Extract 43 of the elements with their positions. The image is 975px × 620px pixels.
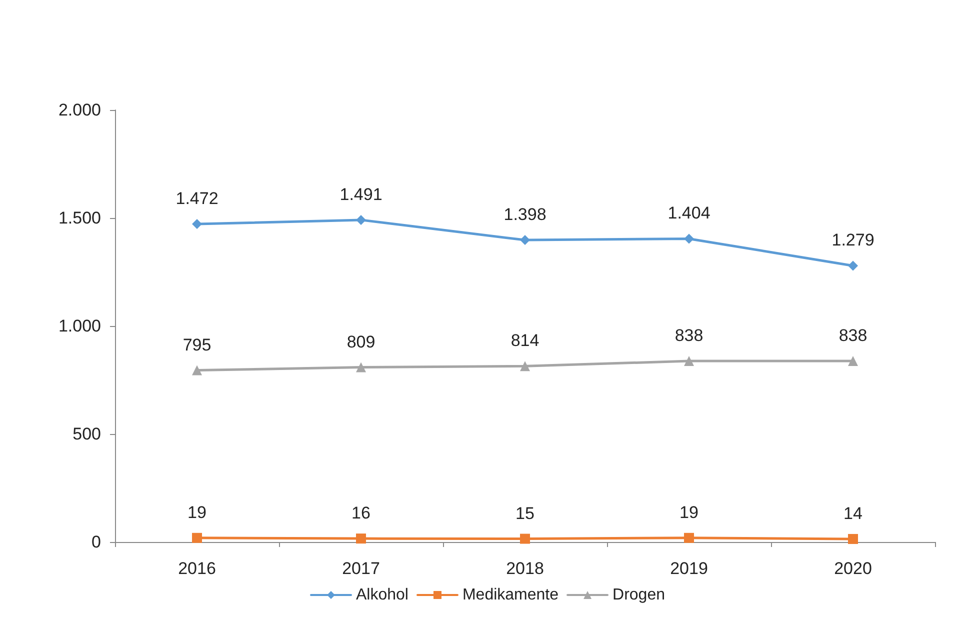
data-label: 1.404: [668, 204, 710, 223]
point: [684, 234, 694, 244]
x-tick-label: 2017: [342, 559, 380, 578]
point: [520, 235, 530, 246]
data-label: 1.472: [176, 189, 218, 208]
legend-label: Drogen: [612, 586, 666, 604]
data-label: 19: [188, 502, 206, 522]
x-tick-label: 2016: [178, 559, 216, 578]
point: [192, 219, 202, 230]
y-tick-label: 1.000: [58, 316, 101, 336]
data-label: 1.491: [340, 184, 382, 204]
y-tick-label: 2.000: [58, 100, 101, 120]
point: [192, 532, 202, 543]
y-tick-label: 1.500: [58, 208, 101, 228]
y-tick-label: 0: [92, 532, 101, 552]
data-label: 1.279: [832, 230, 874, 250]
point: [848, 534, 858, 544]
point: [848, 356, 858, 366]
point: [684, 356, 694, 366]
point: [356, 534, 366, 544]
legend-label: Alkohol: [356, 586, 408, 604]
data-label: 14: [844, 504, 862, 523]
point: [356, 214, 366, 225]
point: [356, 362, 366, 372]
point: [848, 260, 858, 271]
data-label: 15: [516, 504, 534, 523]
x-tick-label: 2019: [670, 559, 708, 578]
data-label: 809: [346, 332, 376, 352]
data-label: 1.398: [504, 205, 546, 224]
point: [192, 365, 202, 376]
data-label: 838: [838, 326, 868, 345]
y-tick-label: 500: [72, 424, 101, 444]
point: [520, 361, 530, 372]
point: [684, 532, 694, 543]
data-label: 814: [510, 331, 540, 350]
data-label: 19: [680, 502, 698, 522]
legend-label: Medikamente: [462, 586, 559, 604]
x-tick-label: 2018: [506, 559, 544, 578]
data-label: 838: [674, 326, 704, 345]
x-tick-label: 2020: [834, 559, 872, 578]
data-label: 16: [352, 504, 370, 523]
point: [520, 534, 530, 544]
data-label: 795: [182, 335, 212, 354]
